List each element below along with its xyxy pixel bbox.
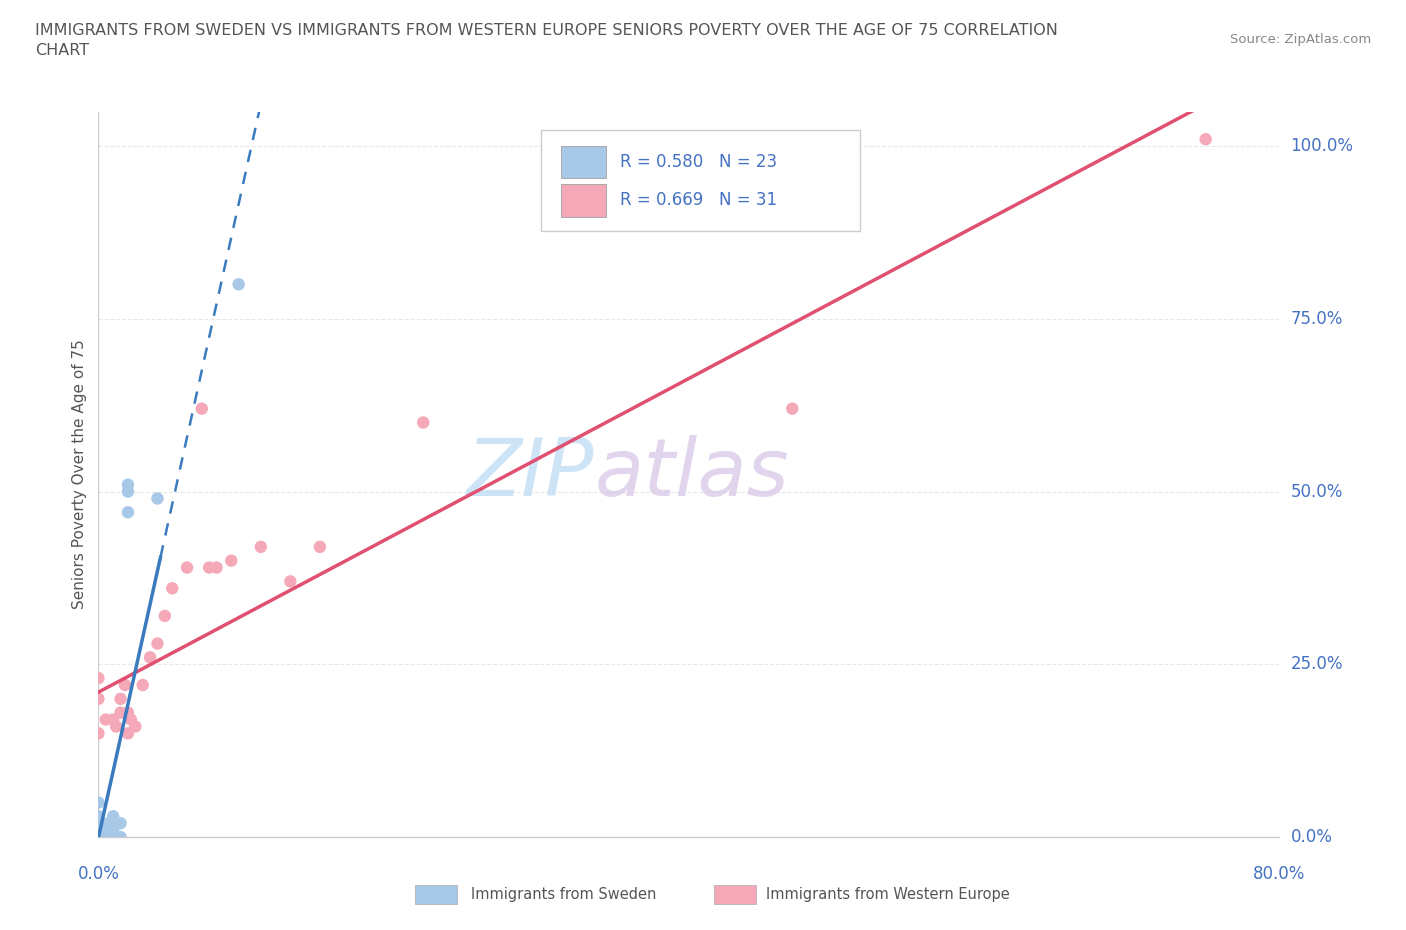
Point [103,823,125,838]
Point [94,830,117,844]
Text: R = 0.669   N = 31: R = 0.669 N = 31 [620,191,778,209]
Text: 75.0%: 75.0% [1291,310,1343,328]
Point [110,691,132,706]
Point [191,401,214,416]
Point [103,712,125,727]
Point [103,809,125,824]
Point [87,809,110,824]
Text: Immigrants from Sweden: Immigrants from Sweden [471,887,657,902]
Point [87,691,110,706]
Point [1195,132,1218,147]
Point [146,636,169,651]
Point [107,816,129,830]
Point [103,830,125,844]
Point [228,277,250,292]
Text: 80.0%: 80.0% [1253,865,1306,883]
Point [117,705,139,720]
Point [105,719,128,734]
Point [87,671,110,685]
Point [205,560,228,575]
Text: ZIP: ZIP [467,435,595,513]
Point [412,415,434,430]
Point [132,678,155,693]
Text: atlas: atlas [595,435,789,513]
Point [782,401,804,416]
FancyBboxPatch shape [561,146,606,179]
Text: IMMIGRANTS FROM SWEDEN VS IMMIGRANTS FROM WESTERN EUROPE SENIORS POVERTY OVER TH: IMMIGRANTS FROM SWEDEN VS IMMIGRANTS FRO… [35,23,1059,58]
FancyBboxPatch shape [541,130,860,232]
Point [103,816,125,830]
Point [87,830,110,844]
Point [110,705,132,720]
Text: 0.0%: 0.0% [1291,828,1333,846]
Text: 0.0%: 0.0% [77,865,120,883]
Point [309,539,332,554]
Point [198,560,221,575]
Point [117,485,139,499]
Text: Source: ZipAtlas.com: Source: ZipAtlas.com [1230,33,1371,46]
Point [120,712,142,727]
Text: 25.0%: 25.0% [1291,656,1343,673]
Text: 100.0%: 100.0% [1291,137,1354,155]
Point [124,719,146,734]
Point [153,608,176,623]
Point [278,574,302,589]
Point [103,816,125,830]
Point [94,823,117,838]
Text: Immigrants from Western Europe: Immigrants from Western Europe [766,887,1010,902]
Point [117,505,139,520]
Point [162,581,183,596]
Point [87,816,110,830]
Point [97,830,120,844]
Point [146,491,169,506]
Point [117,726,139,741]
Point [105,830,128,844]
Point [117,477,139,492]
Point [114,678,136,693]
Point [250,539,273,554]
FancyBboxPatch shape [561,184,606,217]
Point [176,560,198,575]
Point [139,650,162,665]
Y-axis label: Seniors Poverty Over the Age of 75: Seniors Poverty Over the Age of 75 [72,339,87,609]
Point [219,553,242,568]
Point [110,830,132,844]
Text: 50.0%: 50.0% [1291,483,1343,500]
Point [87,795,110,810]
Point [110,816,132,830]
Text: R = 0.580   N = 23: R = 0.580 N = 23 [620,153,778,170]
Point [97,816,120,830]
Point [87,830,110,844]
Point [87,823,110,838]
Point [94,830,117,844]
Point [94,712,117,727]
Point [87,726,110,741]
